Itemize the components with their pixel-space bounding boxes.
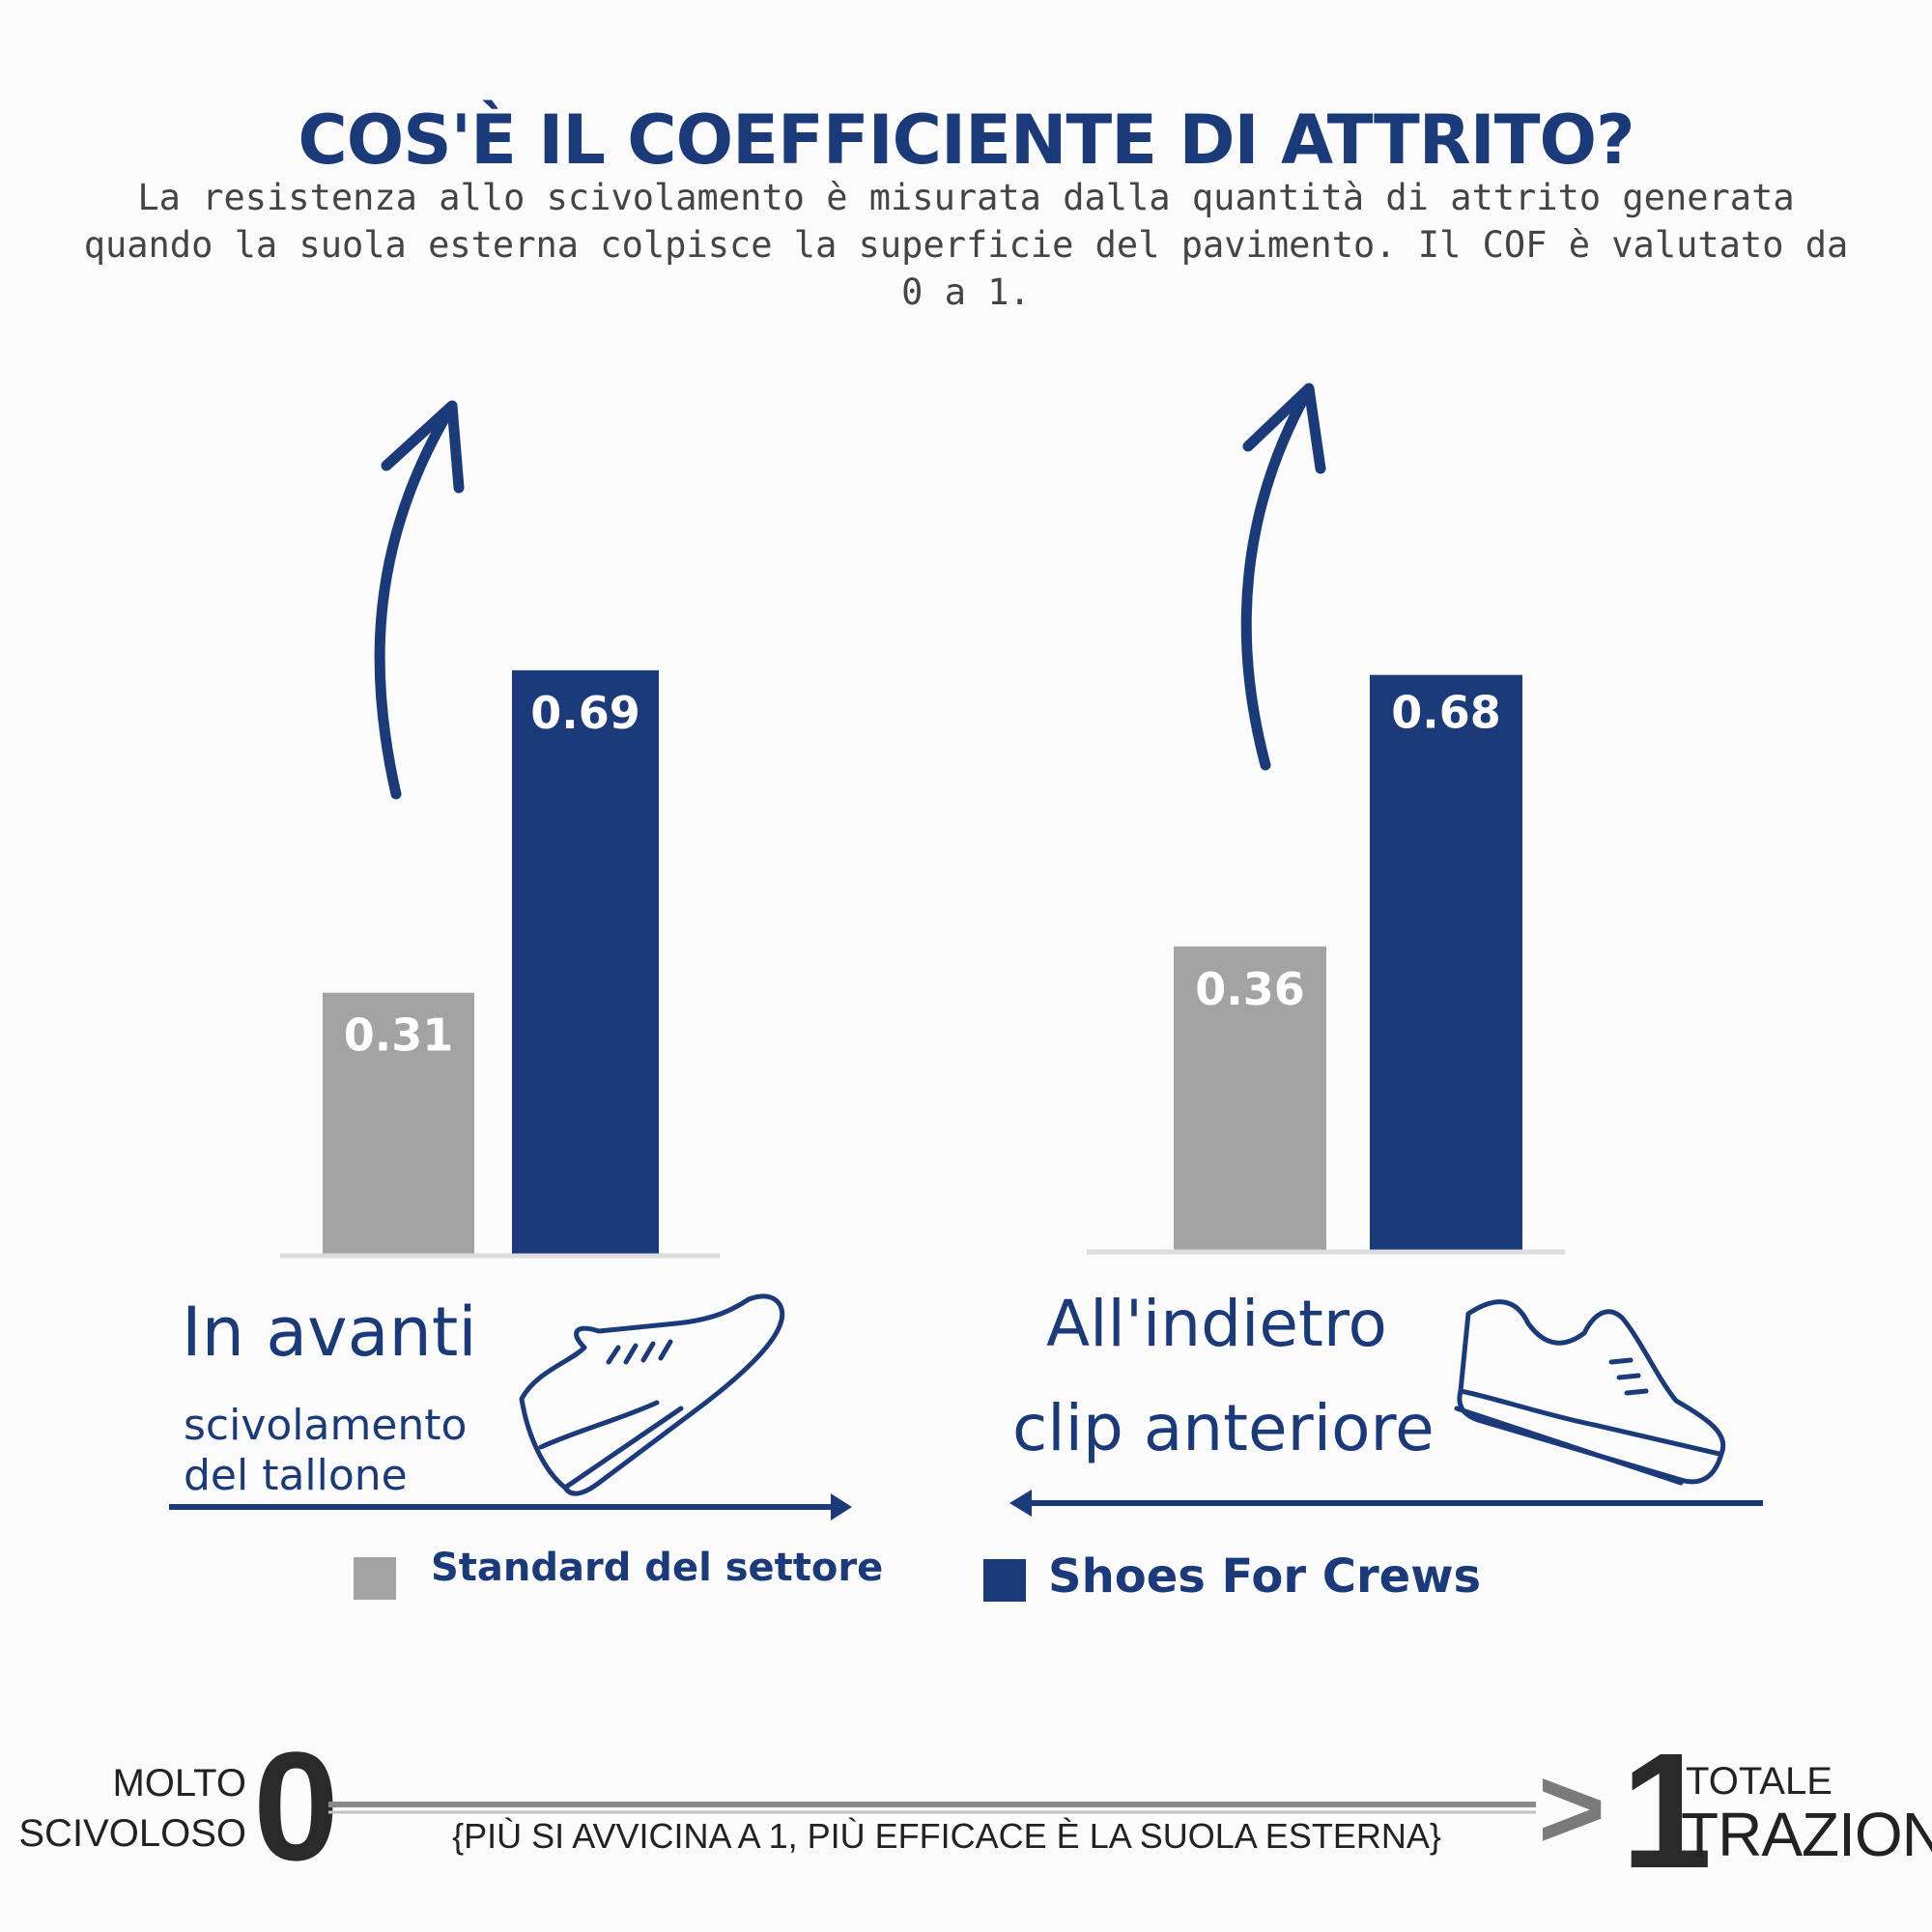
bars-layer bbox=[323, 669, 1522, 1256]
legend-label-sfc: Shoes For Crews bbox=[1048, 1549, 1482, 1604]
legend-swatch-sfc bbox=[983, 1559, 1026, 1602]
legend-label-standard: Standard del settore bbox=[431, 1546, 884, 1590]
data-label-all-indietro-shoes-for-crews: 0.68 bbox=[1391, 687, 1501, 739]
increase-arrow-right-icon bbox=[1240, 383, 1326, 771]
scale-arrow-icon: > bbox=[1538, 1744, 1606, 1873]
page-title: COS'È IL COEFFICIENTE DI ATTRITO? bbox=[298, 100, 1634, 180]
scale-left-line1: MOLTO bbox=[112, 1762, 246, 1804]
group-subtitle-backward: clip anteriore bbox=[1012, 1391, 1435, 1465]
bar-in-avanti-standard-del-settore bbox=[323, 992, 474, 1256]
scale-one: 1 bbox=[1621, 1719, 1713, 1903]
data-label-in-avanti-standard-del-settore: 0.31 bbox=[344, 1009, 454, 1062]
group-title-forward: In avanti bbox=[182, 1293, 477, 1372]
scale-zero: 0 bbox=[253, 1719, 339, 1892]
group-title-backward: All'indietro bbox=[1046, 1287, 1387, 1361]
scale-right-line1: TOTALE bbox=[1686, 1760, 1833, 1803]
bar-in-avanti-shoes-for-crews bbox=[512, 669, 659, 1256]
data-label-in-avanti-shoes-for-crews: 0.69 bbox=[530, 687, 640, 739]
group-subtitle-forward-line1: scivolamento bbox=[184, 1401, 468, 1450]
direction-arrow-right-icon bbox=[169, 1493, 852, 1520]
legend-swatch-standard bbox=[354, 1557, 396, 1600]
data-label-all-indietro-standard-del-settore: 0.36 bbox=[1195, 963, 1305, 1015]
scale-right-line2: TRAZIONE bbox=[1681, 1800, 1932, 1869]
sneaker-icon bbox=[519, 1293, 785, 1496]
data-labels-layer: 0.31 0.69 0.36 0.68 bbox=[344, 687, 1501, 1062]
scale-left-label: MOLTO SCIVOLOSO bbox=[0, 1758, 246, 1859]
page-subtitle: La resistenza allo scivolamento è misura… bbox=[83, 177, 1849, 313]
sneaker-icon bbox=[1454, 1299, 1726, 1486]
increase-arrow-left-icon bbox=[374, 400, 465, 800]
bar-all-indietro-shoes-for-crews bbox=[1370, 674, 1522, 1252]
scale-left-line2: SCIVOLOSO bbox=[18, 1812, 246, 1855]
group-subtitle-forward-line2: del tallone bbox=[184, 1451, 408, 1500]
direction-arrow-left-icon bbox=[1009, 1490, 1763, 1517]
scale-note: {PIÙ SI AVVICINA A 1, PIÙ EFFICACE È LA … bbox=[452, 1816, 1441, 1856]
bar-all-indietro-standard-del-settore bbox=[1174, 946, 1326, 1252]
